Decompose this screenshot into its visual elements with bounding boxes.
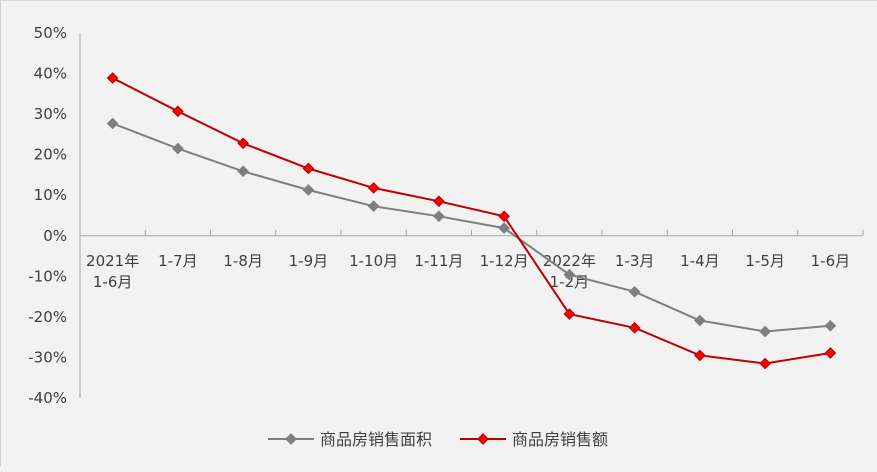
data-point (172, 105, 184, 118)
x-tick-label: 1-6月 (811, 252, 851, 270)
data-point (367, 200, 380, 213)
legend-item: 商品房销售额 (460, 430, 608, 449)
data-point (563, 268, 576, 281)
x-tick-label: 1-12月 (480, 252, 529, 270)
legend-label: 商品房销售额 (512, 430, 608, 449)
x-tick-label: 1-5月 (745, 252, 785, 270)
legend-label: 商品房销售面积 (320, 430, 432, 449)
x-tick-label: 1-11月 (414, 252, 463, 270)
data-point (106, 72, 119, 84)
x-tick-label: 1-3月 (615, 252, 655, 270)
data-point (759, 357, 771, 370)
data-point (433, 195, 445, 208)
data-point (824, 347, 837, 359)
x-tick-label: 2021年 1-6月 (86, 252, 139, 291)
data-point (106, 117, 119, 130)
data-point (694, 349, 706, 362)
data-point (628, 285, 641, 298)
series-layer (106, 72, 837, 370)
y-tick-label: 50% (34, 24, 67, 42)
data-point (628, 321, 641, 334)
x-tick-label: 1-7月 (158, 252, 198, 270)
x-axis: 2021年 1-6月1-7月 1-8月 1-9月 1-10月 1-11月 1-12月 2022… (79, 229, 864, 291)
data-point (824, 319, 837, 332)
x-tick-label: 1-8月 (223, 252, 263, 270)
y-tick-label: 20% (34, 146, 67, 164)
data-point (302, 184, 315, 196)
data-point (237, 137, 249, 150)
data-point (367, 182, 380, 194)
x-tick-label: 1-4月 (680, 252, 720, 270)
y-tick-label: 30% (34, 105, 67, 123)
y-tick-label: 10% (34, 186, 67, 204)
series-1 (106, 117, 837, 338)
data-point (759, 325, 771, 338)
legend-item: 商品房销售面积 (268, 430, 432, 449)
y-tick-label: 0% (43, 227, 67, 245)
series-line (112, 122, 831, 333)
data-point (563, 308, 576, 320)
data-point (302, 162, 315, 175)
y-axis: 50% 40% 30% 20% 10% 0% -10% -20% -30% -40% (28, 24, 81, 407)
x-tick-label: 1-9月 (289, 252, 329, 270)
legend: 商品房销售面积 商品房销售额 (268, 430, 608, 449)
data-point (433, 210, 445, 223)
series-line (112, 77, 831, 365)
y-tick-label: -10% (28, 267, 67, 285)
data-point (172, 142, 184, 155)
y-tick-label: -40% (28, 389, 67, 407)
legend-marker (285, 433, 297, 445)
legend-marker (477, 433, 489, 445)
data-point (498, 222, 510, 234)
data-point (694, 314, 706, 327)
data-point (498, 210, 510, 223)
y-tick-label: -30% (28, 348, 67, 366)
y-tick-label: -20% (28, 308, 67, 326)
series-2 (106, 72, 837, 370)
x-tick-label: 1-10月 (349, 252, 398, 270)
data-point (237, 165, 249, 178)
y-tick-label: 40% (34, 65, 67, 83)
